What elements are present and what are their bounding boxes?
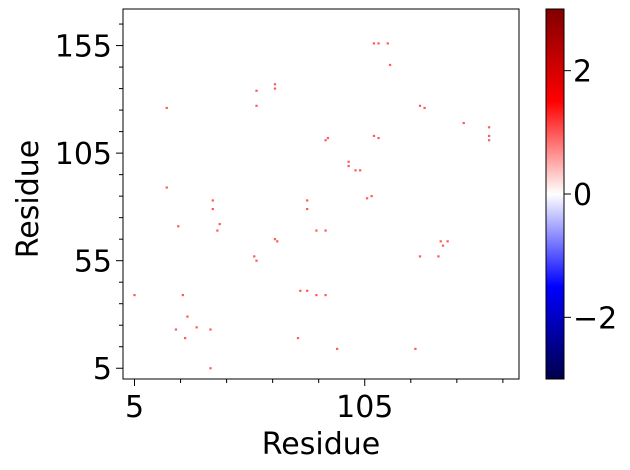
heatmap-cell <box>347 164 350 168</box>
colorbar <box>545 8 565 380</box>
heatmap-cell <box>354 169 357 172</box>
heatmap-cell <box>388 63 392 66</box>
heatmap-cell <box>273 87 277 90</box>
heatmap-cell <box>326 136 330 140</box>
heatmap-cell <box>324 294 327 297</box>
y-tick-label: 55 <box>74 245 112 280</box>
heatmap-cell <box>358 169 362 172</box>
x-axis-ticks: 5 105 <box>125 379 504 425</box>
heatmap-cell <box>296 337 300 340</box>
y-tick-label: 155 <box>55 30 112 65</box>
heatmap-cell <box>324 139 327 142</box>
colorbar-tick-label: 0 <box>573 178 592 213</box>
heatmap-cell <box>487 134 491 137</box>
heatmap-cell <box>133 294 136 297</box>
heatmap-cell <box>370 195 373 198</box>
heatmap-cell <box>324 229 327 232</box>
heatmap-cell <box>273 83 277 86</box>
heatmap-cell <box>423 106 426 110</box>
heatmap-cell <box>347 160 350 163</box>
colorbar-tick-label: 2 <box>573 55 592 90</box>
y-tick-label: 105 <box>55 137 112 172</box>
heatmap-cell <box>462 121 465 125</box>
heatmap-cell <box>487 139 491 142</box>
heatmap-cell <box>315 294 318 297</box>
heatmap-cell <box>437 255 440 258</box>
heatmap-cell <box>306 207 309 211</box>
heatmap-cell <box>253 255 256 258</box>
x-tick-label: 5 <box>125 390 144 425</box>
heatmap-cell <box>195 326 198 329</box>
heatmap-cell <box>209 367 212 370</box>
plot-background <box>123 9 519 379</box>
heatmap-cell <box>211 199 214 202</box>
heatmap-cell <box>441 244 445 247</box>
plot-frame <box>122 8 520 380</box>
heatmap-cell <box>372 134 376 137</box>
heatmap-cell <box>209 328 212 331</box>
heatmap-cell <box>306 289 309 292</box>
heatmap-cell <box>165 186 168 189</box>
heatmap-cell <box>211 207 214 211</box>
heatmap-cell <box>255 259 258 262</box>
heatmap-cell <box>418 255 422 258</box>
heatmap-cell <box>218 223 221 226</box>
heatmap-cell <box>299 289 302 292</box>
heatmap-cell <box>216 229 219 232</box>
heatmap-cell <box>414 347 417 350</box>
heatmap-cell <box>306 199 309 202</box>
x-axis-label: Residue <box>262 427 380 462</box>
heatmap-cell <box>365 197 369 200</box>
heatmap-cell <box>165 106 168 110</box>
heatmap-cell <box>372 42 376 45</box>
heatmap-cell <box>487 126 491 129</box>
y-axis-label: Residue <box>11 140 46 258</box>
colorbar-ticks: −2 0 2 <box>564 55 617 336</box>
colorbar-tick-label: −2 <box>573 301 617 336</box>
heatmap-cell <box>335 347 339 350</box>
heatmap-cell <box>386 42 389 45</box>
heatmap-cell <box>181 294 185 297</box>
heatmap-cell <box>177 225 180 228</box>
heatmap-cells <box>133 42 491 370</box>
heatmap-cell <box>174 328 178 331</box>
heatmap-cell <box>439 240 442 243</box>
heatmap-cell <box>446 240 449 243</box>
heatmap-cell <box>184 337 187 340</box>
heatmap-cell <box>315 229 318 232</box>
heatmap-cell <box>377 42 380 45</box>
heatmap-cell <box>273 238 277 241</box>
x-tick-label: 105 <box>336 390 393 425</box>
heatmap-cell <box>255 104 258 107</box>
heatmap-cell <box>276 240 279 243</box>
heatmap-cell <box>377 136 380 140</box>
heatmap-cell <box>186 315 189 318</box>
heatmap-cell <box>255 89 258 92</box>
y-tick-label: 5 <box>93 352 112 387</box>
heatmap-cell <box>418 104 422 107</box>
